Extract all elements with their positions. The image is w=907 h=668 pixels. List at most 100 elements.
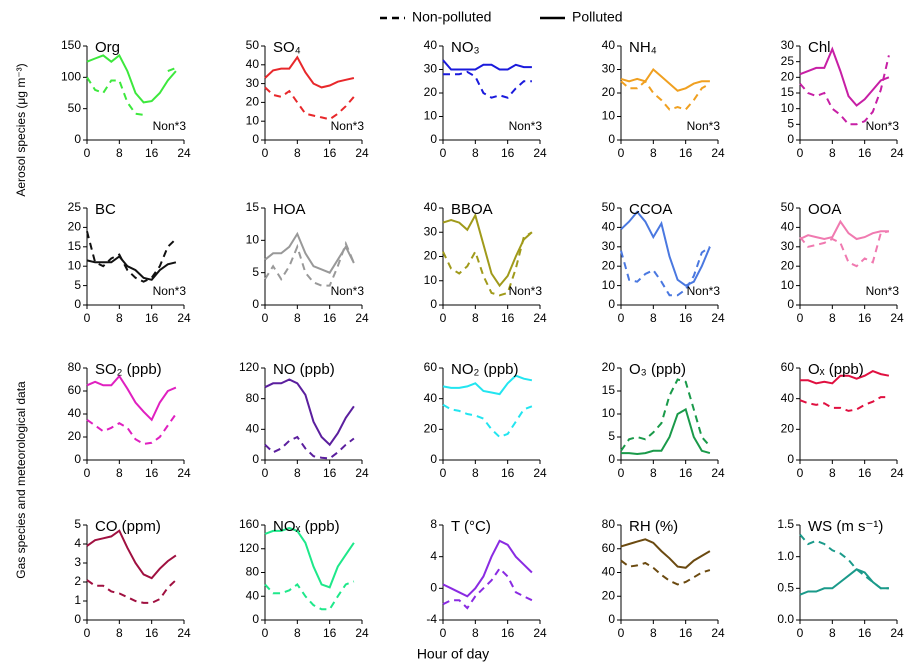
x-tick-label: 16: [145, 311, 159, 325]
y-tick-label: 0: [74, 452, 81, 466]
annotation: Non*3: [153, 119, 187, 133]
series-line: [620, 245, 711, 297]
x-tick-label: 0: [262, 146, 269, 160]
y-tick-label: 120: [239, 360, 259, 374]
series-line: [799, 219, 889, 241]
y-tick-label: 60: [424, 360, 438, 374]
series-line: [799, 396, 889, 412]
y-tick-label: 80: [246, 391, 260, 405]
y-tick-label: 15: [246, 200, 260, 214]
x-tick-label: 0: [797, 626, 804, 640]
x-tick-label: 24: [355, 146, 369, 160]
y-tick-label: 25: [781, 54, 795, 68]
y-tick-label: 10: [602, 406, 616, 420]
x-tick-label: 0: [84, 146, 91, 160]
series-line: [799, 533, 889, 590]
series-line: [264, 86, 355, 121]
series-line: [86, 53, 177, 104]
y-tick-label: 40: [424, 38, 438, 52]
y-tick-label: 4: [74, 536, 81, 550]
series-line: [799, 230, 890, 268]
y-tick-label: 5: [252, 265, 259, 279]
y-tick-label: 20: [602, 360, 616, 374]
y-tick-label: 80: [246, 565, 260, 579]
x-tick-label: 0: [618, 626, 625, 640]
y-tick-label: 25: [68, 200, 82, 214]
x-tick-label: 8: [294, 626, 301, 640]
y-tick-label: 5: [608, 429, 615, 443]
y-tick-label: 20: [424, 85, 438, 99]
y-tick-label: 0: [430, 581, 437, 595]
y-tick-label: 80: [602, 517, 616, 531]
x-tick-label: 8: [116, 466, 123, 480]
series-line: [86, 529, 177, 580]
y-tick-label: 100: [61, 70, 81, 84]
series-line: [799, 55, 890, 126]
y-axis-label: Gas species and meteorological data: [14, 381, 28, 579]
y-tick-label: 20: [246, 95, 260, 109]
panel-title: HOA: [273, 201, 306, 218]
series-line: [620, 538, 711, 569]
panel-title: NH₄: [629, 39, 657, 56]
y-tick-label: 0: [74, 132, 81, 146]
y-tick-label: 30: [781, 239, 795, 253]
x-tick-label: 0: [797, 311, 804, 325]
annotation: Non*3: [331, 119, 365, 133]
x-tick-label: 16: [858, 466, 872, 480]
y-tick-label: 50: [68, 101, 82, 115]
y-tick-label: 160: [239, 517, 259, 531]
x-tick-label: 24: [177, 146, 191, 160]
x-tick-label: 24: [890, 626, 904, 640]
y-tick-label: 0: [252, 452, 259, 466]
x-tick-label: 8: [472, 311, 479, 325]
x-tick-label: 0: [262, 311, 269, 325]
panel-title: NO (ppb): [273, 361, 335, 378]
y-axis-label: Aerosol species (μg m⁻³): [14, 63, 28, 196]
x-tick-label: 0: [440, 146, 447, 160]
x-tick-label: 24: [355, 311, 369, 325]
series-line: [442, 231, 533, 297]
y-tick-label: 0: [608, 612, 615, 626]
x-tick-label: 0: [440, 466, 447, 480]
x-tick-label: 24: [533, 146, 547, 160]
panel-title: BBOA: [451, 201, 493, 218]
panel-title: NO₃: [451, 39, 480, 56]
x-tick-label: 8: [472, 146, 479, 160]
y-tick-label: 40: [602, 565, 616, 579]
series-line: [442, 539, 533, 598]
x-tick-label: 16: [145, 626, 159, 640]
legend-label: Polluted: [572, 9, 623, 25]
y-tick-label: 10: [68, 258, 82, 272]
panel-title: SO₄: [273, 39, 301, 56]
x-tick-label: 8: [294, 466, 301, 480]
y-tick-label: 30: [424, 62, 438, 76]
y-tick-label: 20: [781, 70, 795, 84]
y-tick-label: 40: [68, 406, 82, 420]
y-tick-label: 10: [602, 278, 616, 292]
y-tick-label: 1: [74, 593, 81, 607]
x-tick-label: 24: [890, 146, 904, 160]
series-line: [620, 79, 711, 111]
x-tick-label: 0: [618, 311, 625, 325]
x-tick-label: 8: [294, 311, 301, 325]
y-tick-label: 10: [781, 278, 795, 292]
y-tick-label: 20: [602, 258, 616, 272]
series-line: [86, 66, 177, 116]
y-tick-label: 30: [602, 62, 616, 76]
x-tick-label: 8: [116, 146, 123, 160]
x-tick-label: 24: [533, 466, 547, 480]
x-tick-label: 16: [501, 146, 515, 160]
x-tick-label: 16: [679, 466, 693, 480]
series-line: [443, 70, 532, 99]
y-tick-label: 20: [602, 588, 616, 602]
panel-title: WS (m s⁻¹): [808, 518, 883, 535]
y-tick-label: 40: [246, 57, 260, 71]
y-tick-label: 30: [246, 76, 260, 90]
panel-title: NOₓ (ppb): [273, 518, 340, 535]
y-tick-label: 60: [781, 360, 795, 374]
panel-title: O₃ (ppb): [629, 361, 686, 378]
x-tick-label: 0: [262, 466, 269, 480]
series-line: [86, 413, 177, 445]
x-axis-label: Hour of day: [417, 646, 489, 662]
y-tick-label: 120: [239, 541, 259, 555]
